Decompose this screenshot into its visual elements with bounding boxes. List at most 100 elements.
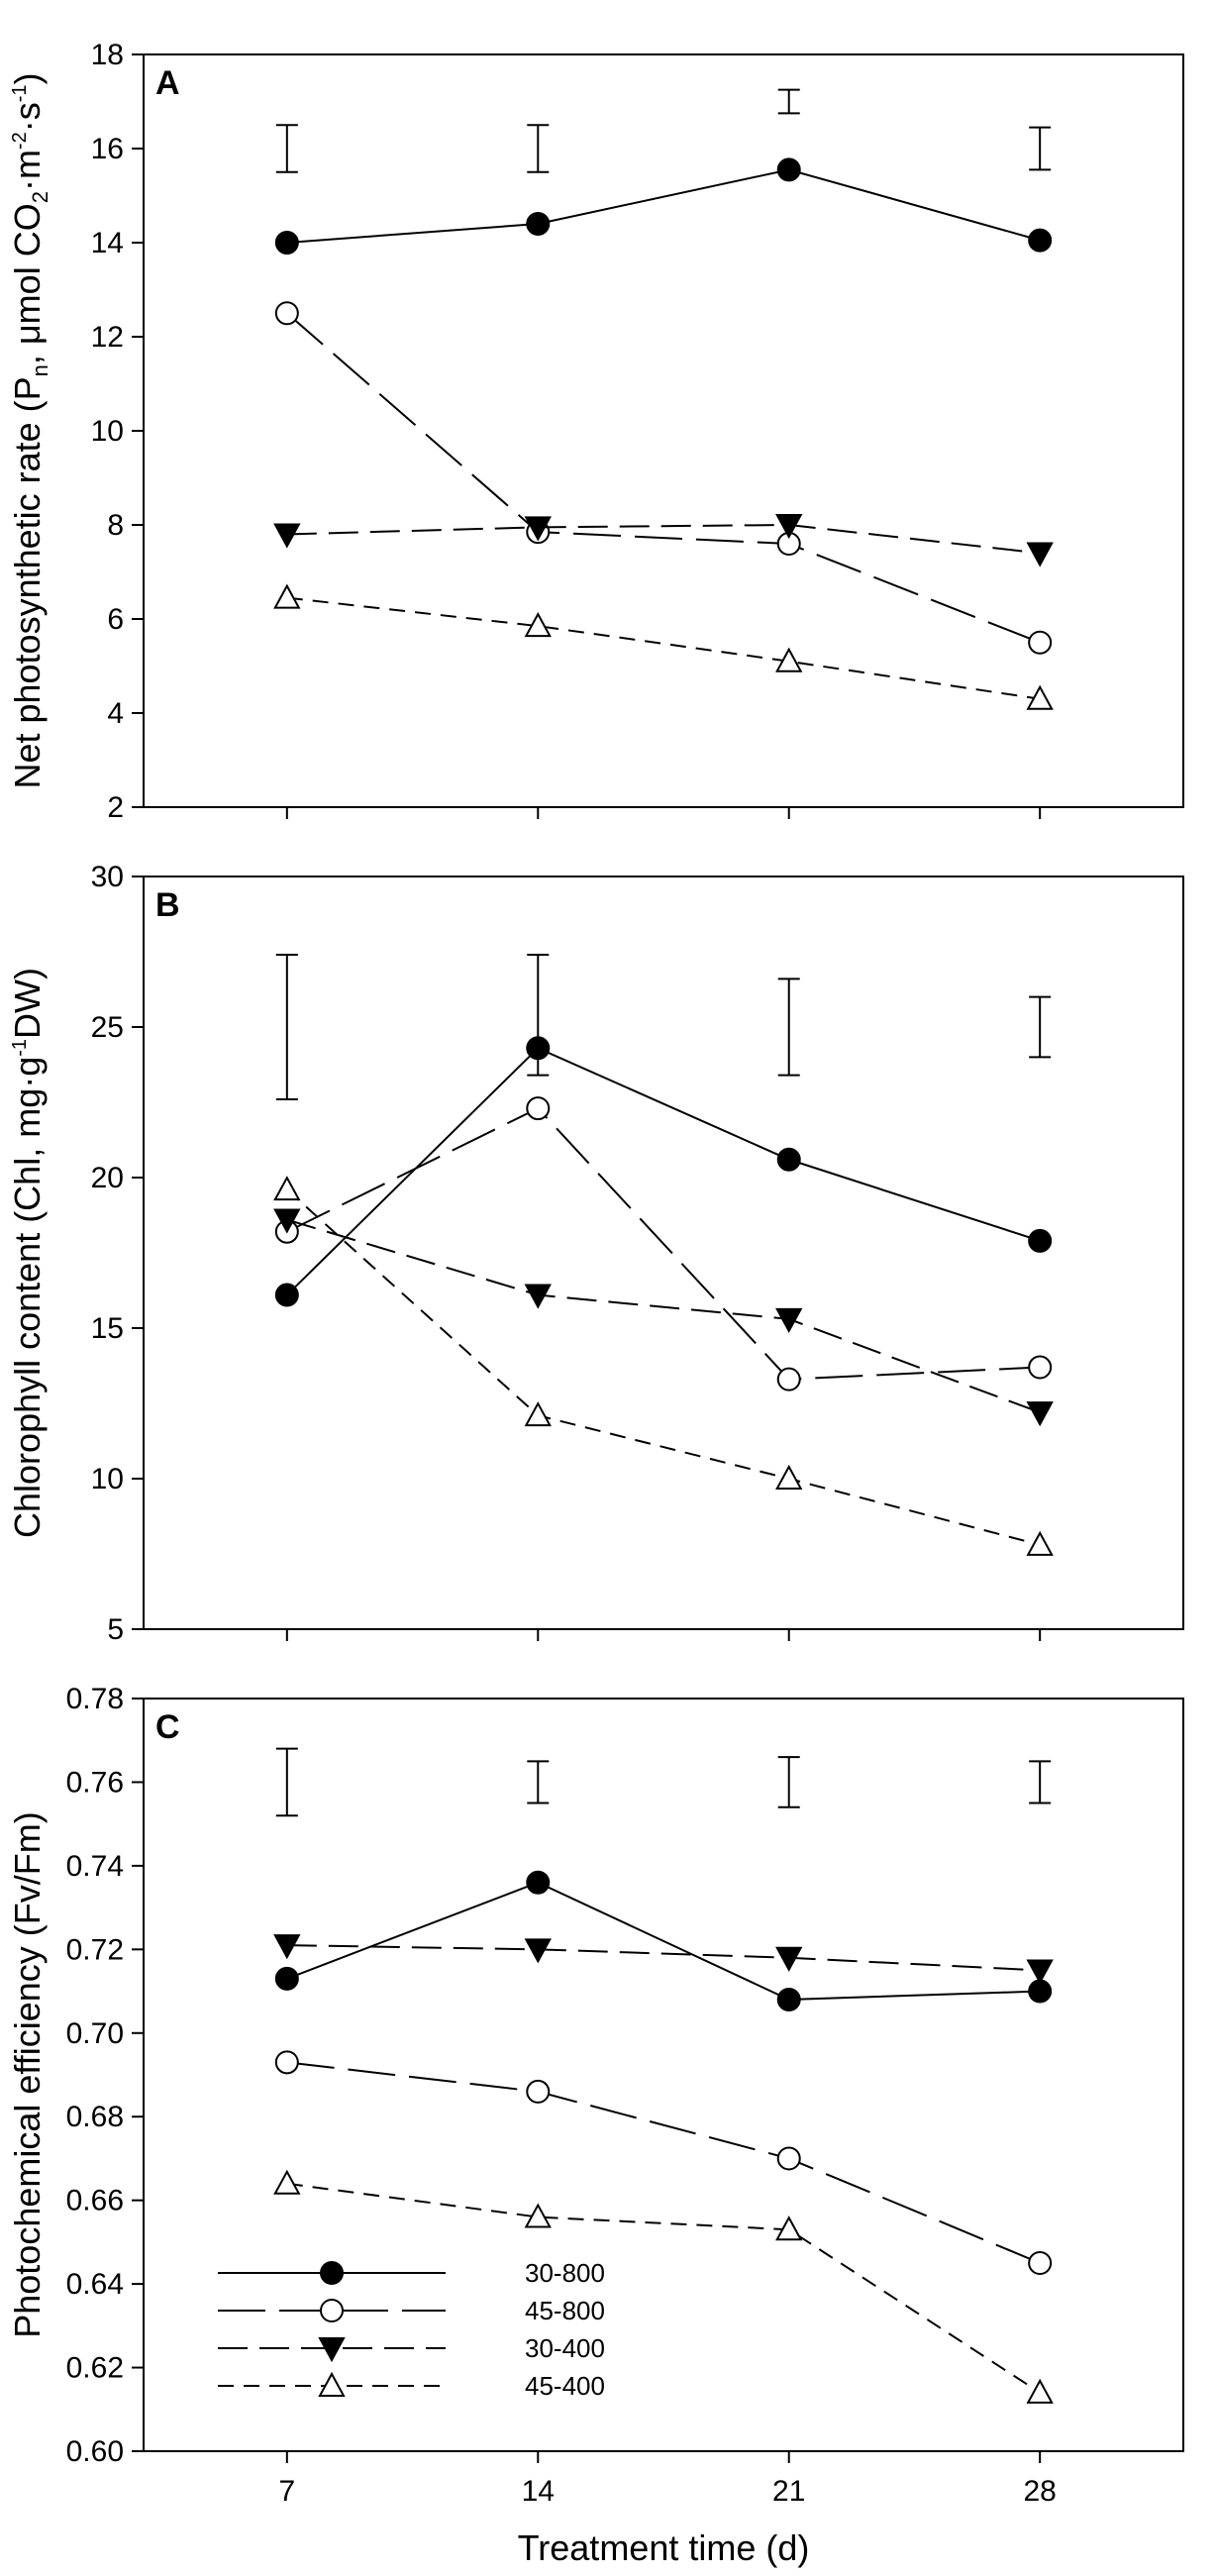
legend-entry-45-400: 45-400 bbox=[218, 2371, 605, 2401]
legend: 30-800 45-800 30-400 45-400 bbox=[218, 2258, 605, 2401]
data-point bbox=[1026, 684, 1054, 710]
legend-marker bbox=[318, 2371, 346, 2397]
data-point bbox=[274, 1966, 299, 1991]
series-line bbox=[286, 596, 1041, 700]
data-point bbox=[776, 2146, 801, 2171]
y-axis-title: Net photosynthetic rate (Pn​, μmol CO2​·… bbox=[7, 72, 52, 788]
data-point bbox=[775, 514, 803, 540]
plot-frame bbox=[143, 1698, 1184, 2452]
series-30-800 bbox=[274, 1036, 1053, 1307]
y-tick-label: 0.60 bbox=[66, 2435, 124, 2468]
series-line bbox=[286, 523, 1041, 555]
series-line bbox=[286, 312, 1041, 644]
x-tick-label: 28 bbox=[1023, 2475, 1056, 2508]
error-bar bbox=[777, 1756, 800, 1808]
panel-label: B bbox=[155, 886, 180, 924]
error-bar bbox=[1029, 126, 1052, 171]
data-point bbox=[1028, 1228, 1053, 1253]
y-tick-label: 18 bbox=[91, 39, 124, 71]
data-point bbox=[775, 2215, 803, 2241]
y-axis-title-part: ·m bbox=[7, 150, 48, 191]
x-tick-label: 7 bbox=[278, 2475, 295, 2508]
y-tick-label: 30 bbox=[91, 861, 124, 893]
series-45-400 bbox=[273, 1176, 1054, 1556]
series-30-800 bbox=[274, 1870, 1053, 2011]
error-bar bbox=[275, 124, 298, 173]
y-tick-label: 8 bbox=[107, 509, 124, 542]
y-axis-title-part: ) bbox=[7, 72, 48, 84]
legend-label: 30-800 bbox=[525, 2258, 605, 2288]
y-axis-title: Photochemical efficiency (Fv/Fm) bbox=[7, 1811, 48, 2338]
data-point bbox=[1026, 542, 1054, 567]
series-45-800 bbox=[274, 1096, 1053, 1391]
data-point bbox=[1026, 2378, 1054, 2404]
y-tick-label: 12 bbox=[91, 321, 124, 354]
y-tick-label: 6 bbox=[107, 603, 124, 636]
y-tick-label: 20 bbox=[91, 1162, 124, 1194]
y-tick-label: 2 bbox=[107, 791, 124, 824]
data-point bbox=[526, 1036, 551, 1061]
data-point bbox=[775, 647, 803, 672]
data-point bbox=[524, 1284, 552, 1309]
legend-entry-30-400: 30-400 bbox=[218, 2333, 605, 2363]
data-point bbox=[1026, 1401, 1054, 1427]
error-bar bbox=[1029, 1760, 1052, 1804]
panel-label: C bbox=[155, 1708, 180, 1746]
error-bar bbox=[275, 954, 298, 1100]
series-45-800 bbox=[274, 301, 1053, 655]
legend-entry-45-800: 45-800 bbox=[218, 2296, 605, 2325]
data-point bbox=[1028, 1355, 1053, 1380]
y-tick-label: 14 bbox=[91, 227, 124, 259]
legend-entry-30-800: 30-800 bbox=[218, 2258, 605, 2288]
series-line bbox=[286, 1218, 1041, 1414]
y-axis-title-part: DW) bbox=[7, 968, 48, 1039]
chart-panel-c: 0.60 0.62 0.64 0.66 0.68 0.70 0.72 0.74 0.76 0.78… bbox=[7, 1683, 1184, 2568]
data-point bbox=[1026, 1530, 1054, 1556]
series-30-400 bbox=[273, 1934, 1054, 1985]
series-line bbox=[286, 168, 1041, 244]
data-point bbox=[526, 212, 551, 236]
data-point bbox=[524, 1938, 552, 1964]
data-point bbox=[273, 2169, 301, 2195]
y-axis-title-part: 2 bbox=[28, 191, 52, 203]
y-axis-title-part: -1 bbox=[9, 84, 31, 102]
data-point bbox=[524, 516, 552, 542]
legend-label: 30-400 bbox=[525, 2333, 605, 2363]
y-axis-title-part: ·s bbox=[7, 102, 48, 132]
series-line bbox=[286, 2182, 1041, 2394]
x-axis-title: Treatment time (d) bbox=[518, 2527, 810, 2568]
y-tick-label: 0.70 bbox=[66, 2017, 124, 2050]
y-tick-label: 10 bbox=[91, 1463, 124, 1495]
series-45-400 bbox=[273, 583, 1054, 710]
y-tick-label: 5 bbox=[107, 1613, 124, 1646]
data-point bbox=[274, 1283, 299, 1307]
legend-label: 45-400 bbox=[525, 2371, 605, 2401]
series-line bbox=[286, 2061, 1041, 2264]
error-bar bbox=[777, 978, 800, 1077]
y-tick-label: 0.76 bbox=[66, 1766, 124, 1799]
data-point bbox=[524, 2203, 552, 2228]
data-point bbox=[273, 523, 301, 549]
series-line bbox=[286, 1944, 1041, 1972]
data-point bbox=[274, 2050, 299, 2075]
x-tick-label: 21 bbox=[772, 2475, 805, 2508]
data-point bbox=[775, 1464, 803, 1490]
data-point bbox=[776, 1147, 801, 1172]
data-point bbox=[273, 1208, 301, 1234]
y-axis-title-part: n bbox=[28, 364, 52, 376]
data-point bbox=[526, 1096, 551, 1121]
data-point bbox=[776, 1988, 801, 2011]
series-30-800 bbox=[274, 157, 1053, 255]
y-tick-label: 0.66 bbox=[66, 2185, 124, 2217]
y-tick-label: 0.68 bbox=[66, 2101, 124, 2133]
error-bar bbox=[777, 88, 800, 115]
chart-panel-a: 2 4 6 8 10 12 14 16 18 A Net photosynthetic rate (… bbox=[7, 39, 1184, 824]
data-point bbox=[776, 1367, 801, 1391]
series-line bbox=[286, 1047, 1041, 1296]
data-point bbox=[274, 301, 299, 326]
data-point bbox=[273, 583, 301, 609]
y-axis-title: Chlorophyll content (Chl, mg·g-1​DW) bbox=[7, 968, 48, 1538]
error-bar bbox=[275, 1747, 298, 1817]
chart-panel-b: 5 10 15 20 25 30 B Chlorophyll content (Chl, mg… bbox=[7, 861, 1184, 1646]
y-axis-title-part: Net photosynthetic rate (P bbox=[7, 376, 48, 788]
